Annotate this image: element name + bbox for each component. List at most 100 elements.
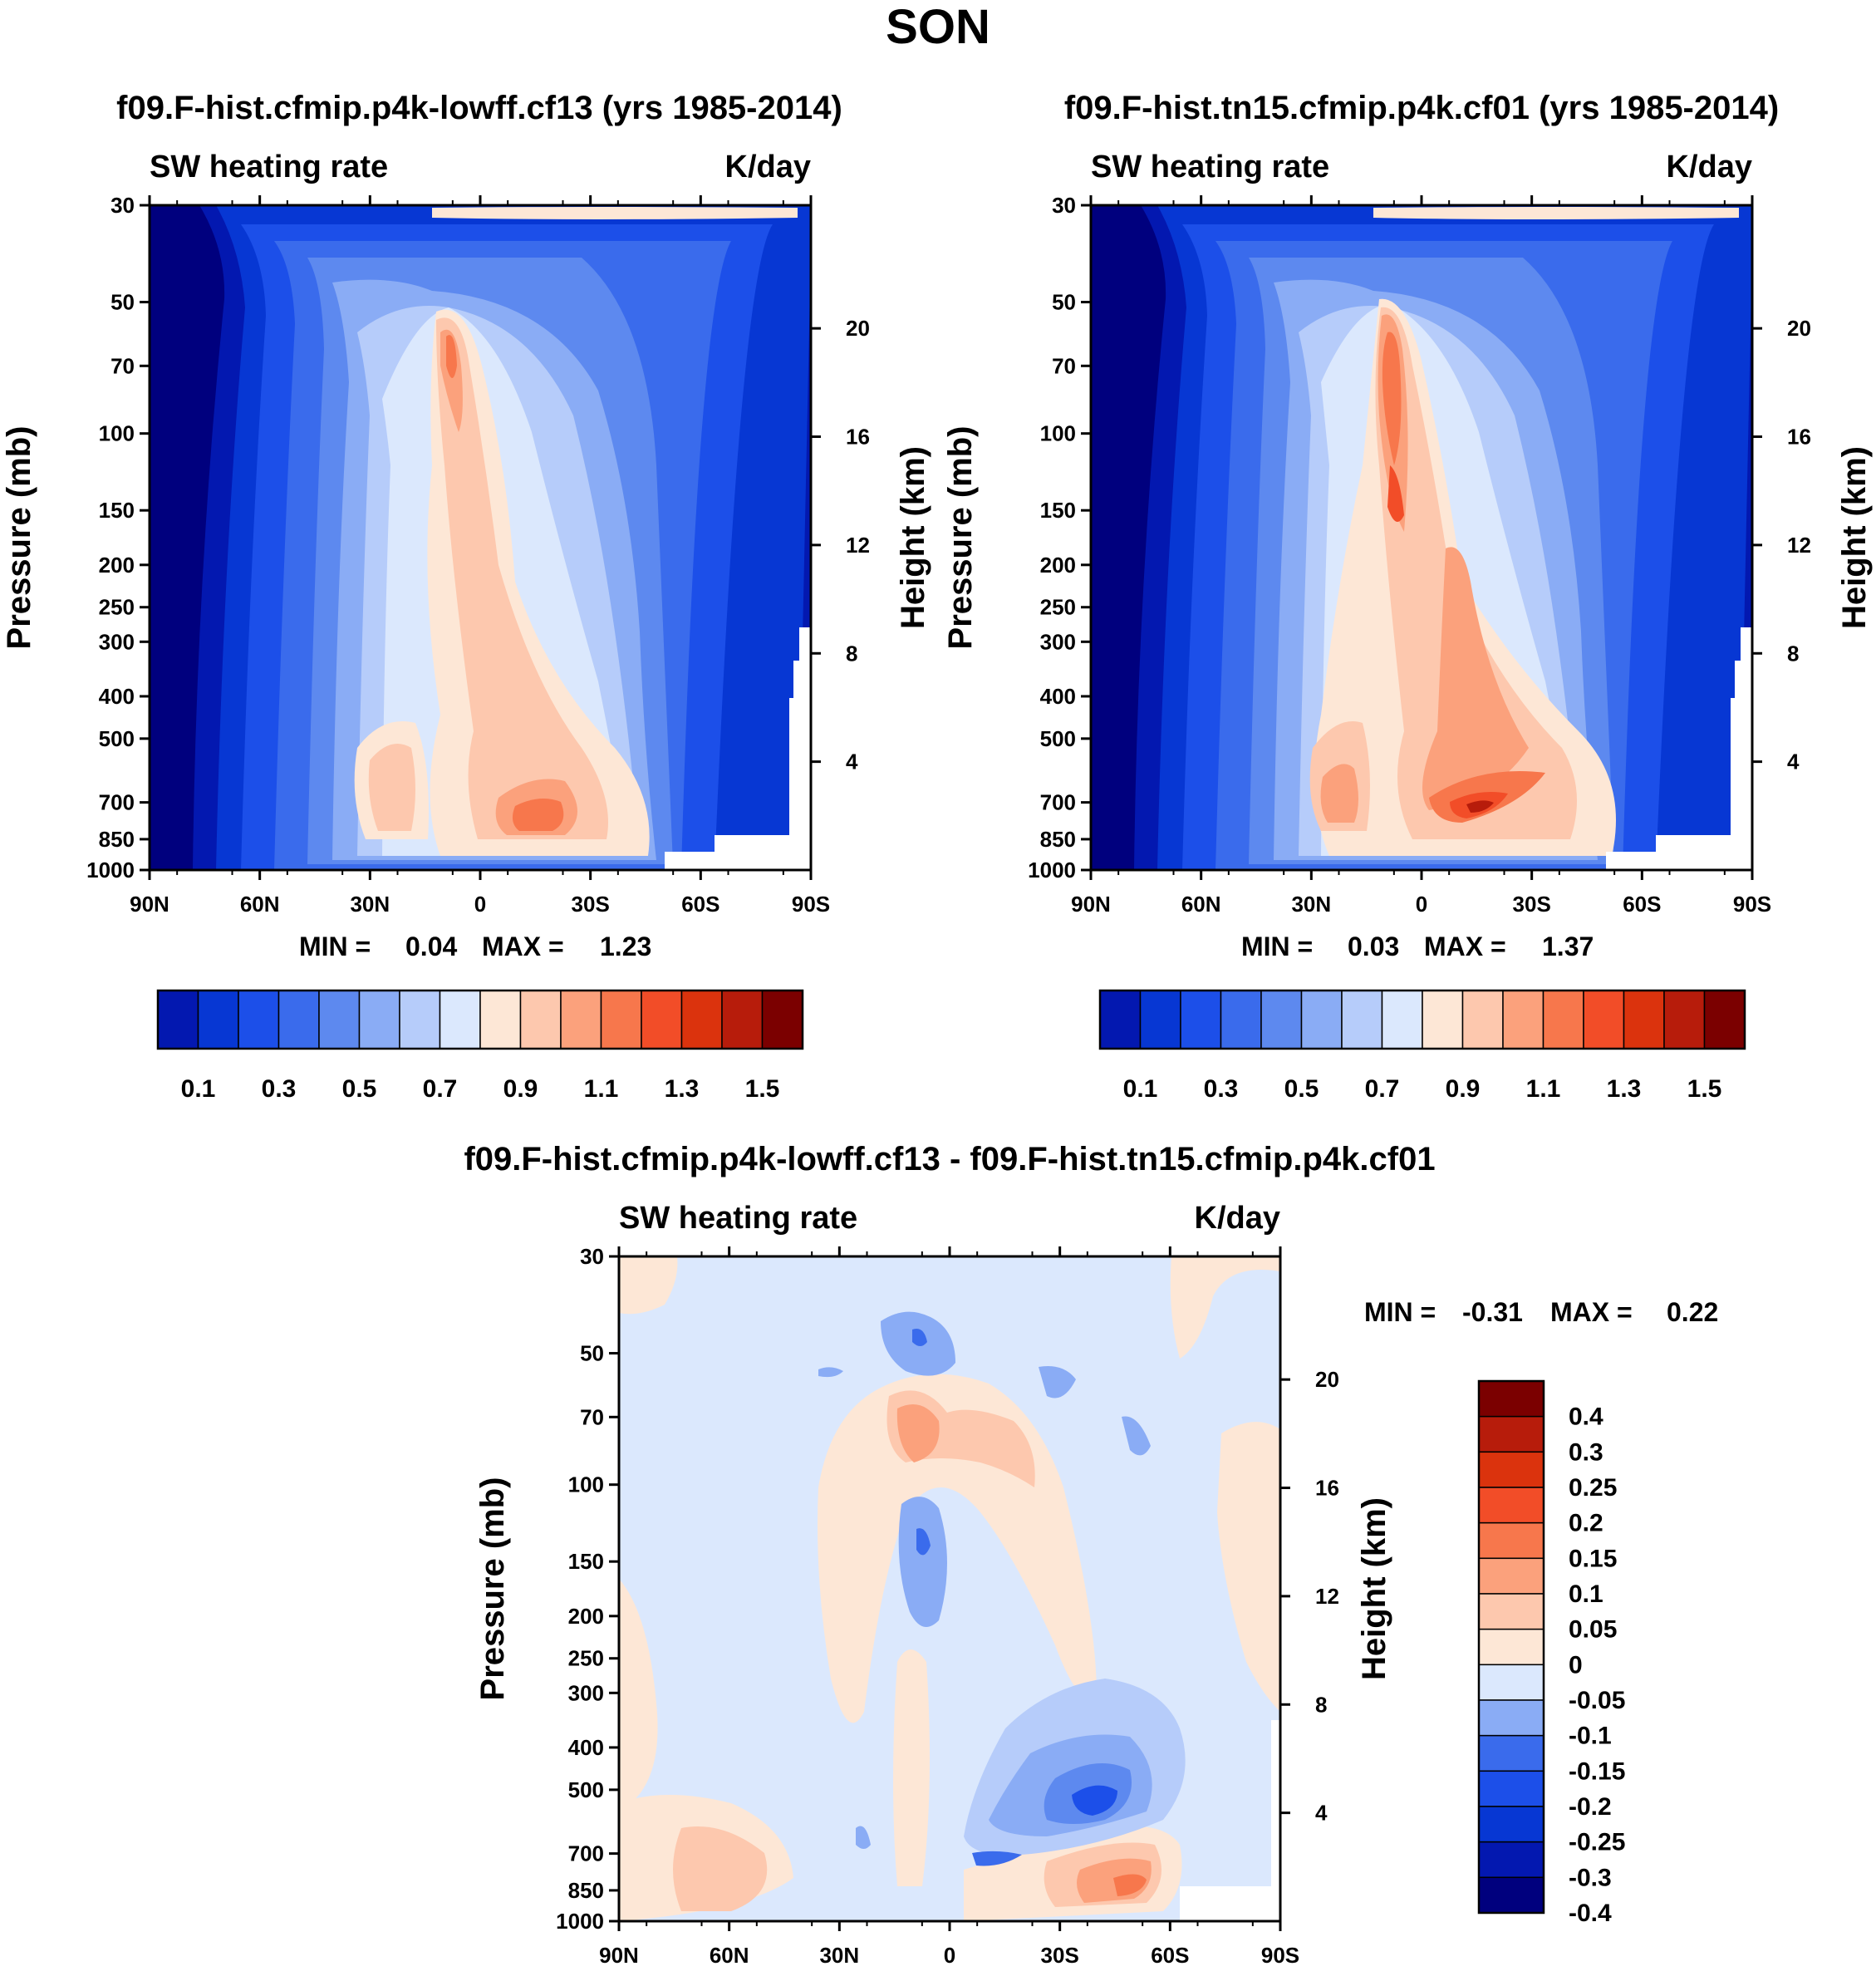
panel-c-variable-label: SW heating rate [619,1201,857,1236]
colorbar-label: 0 [1569,1651,1583,1679]
panel-b-contour-field [1091,205,1752,870]
pressure-tick-label: 100 [568,1472,604,1497]
height-tick-label: 12 [1787,533,1811,558]
colorbar-swatch [1478,1593,1545,1630]
height-tick-label: 16 [1315,1476,1339,1501]
panel-c-axes: 30 50 70 100 150 200 250 300 400 500 700 850 1000 20 1… [556,1244,1339,1968]
latitude-tick-label: 0 [1416,892,1427,917]
panel-a-units-label: K/day [725,150,811,184]
colorbar-swatch [238,990,280,1049]
pressure-tick-label: 500 [568,1777,604,1802]
latitude-tick-label: 0 [474,892,486,917]
latitude-tick-label: 60N [1181,892,1221,917]
colorbar-swatch [277,990,320,1049]
panel-c-contour-field [619,1256,1280,1921]
latitude-tick-label: 90N [599,1943,639,1968]
colorbar-swatch [1478,1415,1545,1453]
pressure-tick-label: 50 [110,290,135,315]
pressure-tick-label: 250 [99,595,135,620]
field-level-15 [1373,207,1739,219]
figure-title: SON [886,0,990,54]
panel-b-colorbar: 0.1 0.3 0.5 0.7 0.9 1.1 1.3 1.5 [1098,989,1746,1103]
colorbar-swatch [1478,1876,1545,1914]
colorbar-swatch [1381,990,1423,1049]
pos-left-band [619,1579,658,1811]
field-level-10b [368,744,415,831]
field-level-12 [1382,332,1402,465]
latitude-tick-label: 90S [792,892,830,917]
pressure-tick-label: 300 [99,629,135,654]
colorbar-label: -0.25 [1569,1829,1625,1856]
colorbar-label: 0.15 [1569,1545,1617,1572]
panel-a-colorbar: 0.1 0.3 0.5 0.7 0.9 1.1 1.3 1.5 [156,989,804,1103]
colorbar-swatch [1583,990,1625,1049]
pressure-tick-label: 150 [1040,498,1076,523]
colorbar-swatch [1478,1734,1545,1772]
colorbar-label: 0.7 [423,1075,458,1103]
colorbar-label: 0.25 [1569,1474,1617,1502]
colorbar-swatch [1341,990,1383,1049]
latitude-tick-label: 30N [819,1943,859,1968]
pressure-tick-label: 400 [99,684,135,709]
pressure-tick-label: 400 [1040,684,1076,709]
height-tick-label: 4 [1787,750,1800,774]
pressure-tick-label: 30 [110,193,135,218]
pressure-tick-label: 700 [99,790,135,815]
colorbar-label: 0.7 [1365,1075,1400,1103]
panel-c-title: f09.F-hist.cfmip.p4k-lowff.cf13 - f09.F-… [464,1141,1435,1177]
pos-low-right-4 [1113,1874,1147,1896]
neg-lower-f [856,1826,871,1849]
panel-b-y-axis-label: Pressure (mb) [942,426,979,650]
pressure-tick-label: 150 [99,498,135,523]
colorbar-label: 0.05 [1569,1616,1617,1644]
colorbar-label: 0.3 [262,1075,297,1103]
neg-top-center-2 [912,1329,927,1346]
pos-center-low [893,1649,930,1886]
field-level-12 [446,335,457,378]
neg-small-1 [818,1367,843,1378]
colorbar-swatch [1542,990,1584,1049]
field-level-13 [432,207,798,219]
field-level-11c [1320,764,1358,823]
panel-c-units-label: K/day [1195,1201,1280,1236]
pressure-tick-label: 400 [568,1735,604,1760]
colorbar-label: 1.5 [745,1075,780,1103]
pos-top-right [1170,1256,1280,1359]
colorbar-label: 0.5 [342,1075,377,1103]
colorbar-swatch [1461,990,1504,1049]
neg-lower-d [1072,1785,1117,1816]
height-tick-label: 8 [1315,1692,1327,1717]
colorbar-swatch [1502,990,1545,1049]
colorbar-label: 0.1 [1569,1580,1603,1608]
pressure-tick-label: 1000 [86,858,135,882]
colorbar-swatch [1478,1487,1545,1524]
height-tick-label: 20 [1315,1367,1339,1392]
pressure-tick-label: 50 [1052,290,1076,315]
field-level-10 [1375,307,1577,839]
panel-a-min-label: MIN = [299,932,371,961]
colorbar-swatch [1139,990,1181,1049]
panel-c-colorbar: 0.4 0.3 0.25 0.2 0.15 0.1 0.05 0 -0.05 -0.1 -0.15 -… [1477,1379,1625,1927]
panel-b-units-label: K/day [1667,150,1752,184]
height-tick-label: 4 [846,750,858,774]
latitude-tick-label: 60S [1151,1943,1189,1968]
colorbar-swatch [1478,1451,1545,1488]
colorbar-label: -0.05 [1569,1687,1625,1714]
colorbar-label: 0.9 [1446,1075,1481,1103]
pos-right-band [1217,1422,1280,1712]
panel-a-max-value: 1.23 [600,932,651,961]
panel-c-y-axis-label: Pressure (mb) [474,1477,511,1701]
pressure-tick-label: 500 [1040,726,1076,751]
pressure-tick-label: 850 [1040,827,1076,852]
pressure-tick-label: 300 [568,1680,604,1705]
field-level-11 [440,329,463,432]
latitude-tick-label: 0 [944,1943,955,1968]
colorbar-swatch [519,990,562,1049]
colorbar-label: 0.3 [1569,1438,1603,1466]
pressure-tick-label: 850 [568,1878,604,1903]
colorbar-swatch [1099,990,1142,1049]
colorbar-swatch [680,990,723,1049]
pos-low-left-2 [673,1826,768,1911]
neg-mid-center [898,1497,947,1627]
pressure-tick-label: 1000 [556,1909,604,1934]
